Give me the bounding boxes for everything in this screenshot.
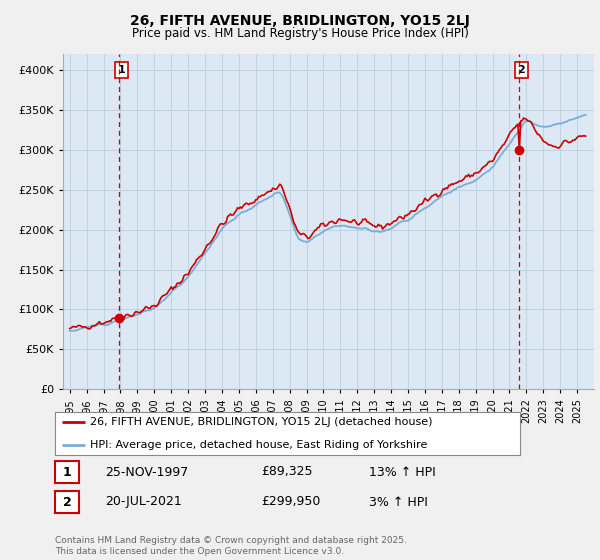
Text: HPI: Average price, detached house, East Riding of Yorkshire: HPI: Average price, detached house, East… [90,440,427,450]
Text: 1: 1 [118,66,125,75]
Text: 13% ↑ HPI: 13% ↑ HPI [369,465,436,478]
Text: £299,950: £299,950 [261,496,320,508]
Text: 2: 2 [517,66,525,75]
Text: 2: 2 [63,496,71,508]
Text: 26, FIFTH AVENUE, BRIDLINGTON, YO15 2LJ: 26, FIFTH AVENUE, BRIDLINGTON, YO15 2LJ [130,14,470,28]
Text: 20-JUL-2021: 20-JUL-2021 [105,496,182,508]
Text: 3% ↑ HPI: 3% ↑ HPI [369,496,428,508]
Text: 25-NOV-1997: 25-NOV-1997 [105,465,188,478]
Text: 1: 1 [63,465,71,478]
Text: Price paid vs. HM Land Registry's House Price Index (HPI): Price paid vs. HM Land Registry's House … [131,27,469,40]
Text: Contains HM Land Registry data © Crown copyright and database right 2025.
This d: Contains HM Land Registry data © Crown c… [55,536,407,556]
Text: £89,325: £89,325 [261,465,313,478]
Text: 26, FIFTH AVENUE, BRIDLINGTON, YO15 2LJ (detached house): 26, FIFTH AVENUE, BRIDLINGTON, YO15 2LJ … [90,417,433,427]
